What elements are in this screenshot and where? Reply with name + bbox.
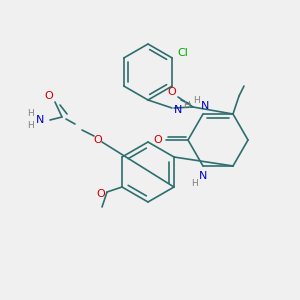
Text: O: O: [94, 135, 102, 145]
Text: N: N: [201, 101, 209, 111]
Text: H: H: [194, 95, 200, 104]
Text: H: H: [27, 110, 33, 118]
Text: H: H: [27, 122, 33, 130]
Text: N: N: [174, 105, 182, 115]
Text: N: N: [36, 115, 44, 125]
Text: Cl: Cl: [178, 48, 189, 58]
Text: O: O: [168, 87, 176, 97]
Text: H: H: [184, 101, 190, 110]
Text: N: N: [199, 171, 207, 181]
Text: O: O: [154, 135, 162, 145]
Text: O: O: [45, 91, 53, 101]
Text: O: O: [97, 189, 105, 199]
Text: H: H: [192, 179, 198, 188]
